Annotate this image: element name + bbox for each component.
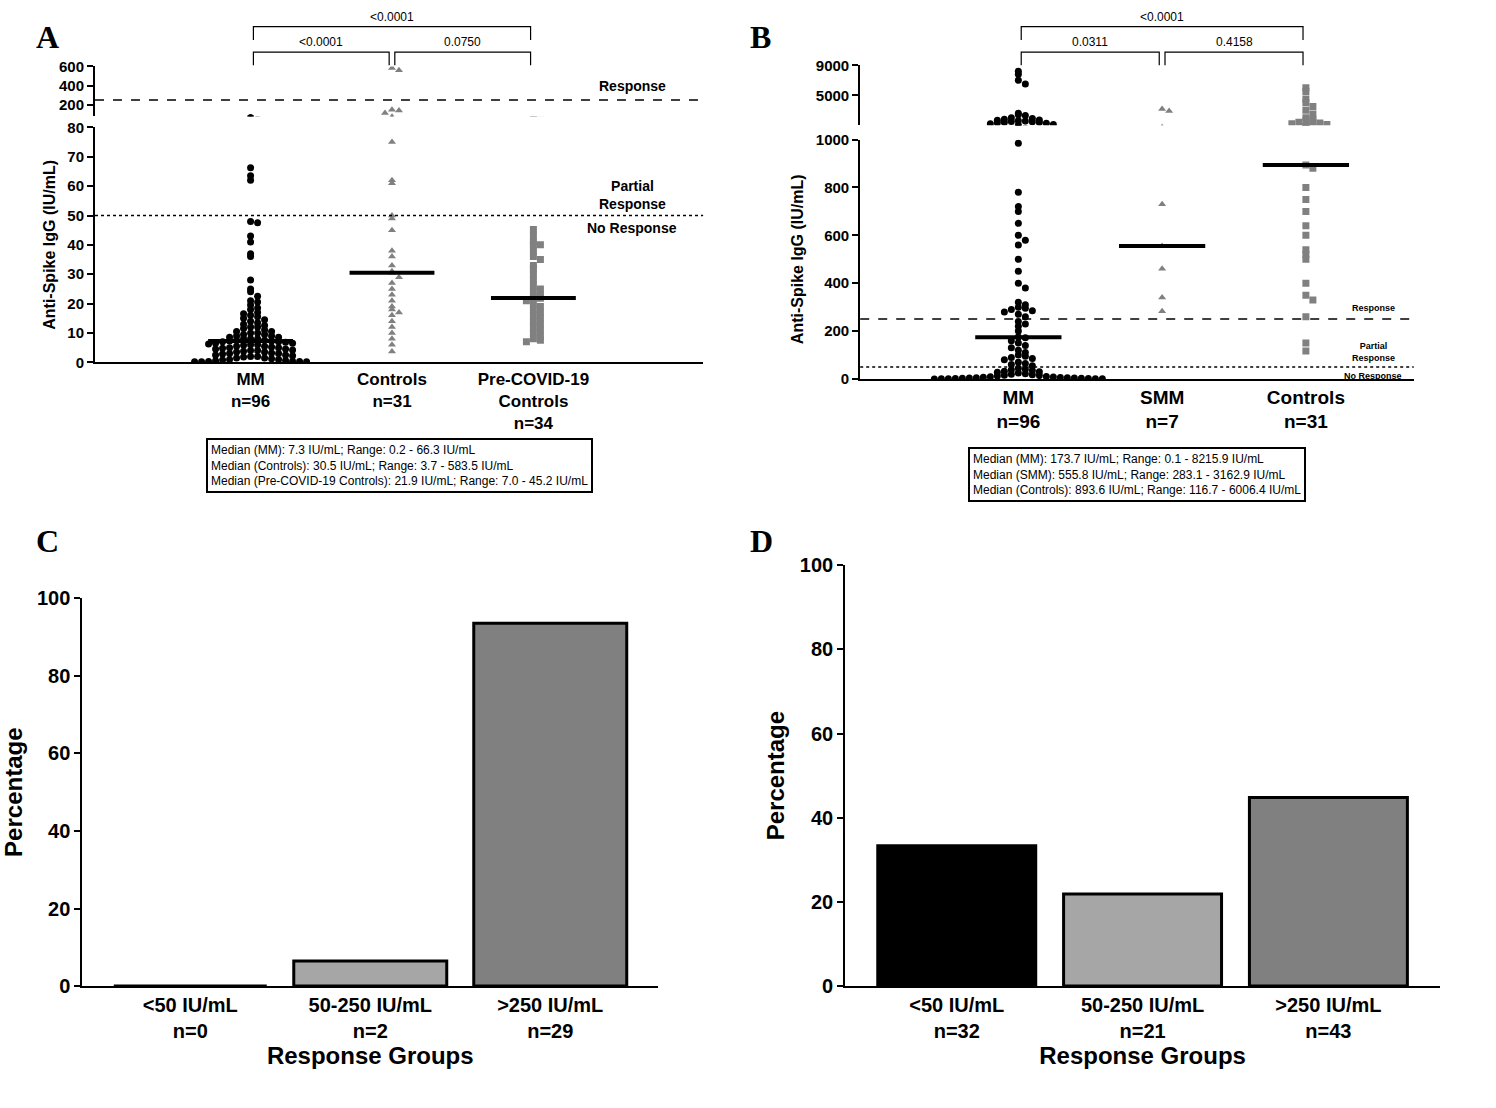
svg-text:200: 200 <box>824 322 849 339</box>
svg-text:60: 60 <box>48 742 70 764</box>
svg-text:SMMn=7: SMMn=7 <box>1140 387 1184 433</box>
svg-text:200: 200 <box>59 96 84 113</box>
svg-text:B: B <box>750 19 771 55</box>
svg-text:PartialResponse: PartialResponse <box>599 178 666 212</box>
svg-text:400: 400 <box>59 77 84 94</box>
svg-text:<50 IU/mLn=0: <50 IU/mLn=0 <box>143 994 238 1042</box>
svg-text:C: C <box>36 523 59 559</box>
svg-text:60: 60 <box>67 177 84 194</box>
svg-text:10: 10 <box>67 324 84 341</box>
svg-text:20: 20 <box>48 898 70 920</box>
svg-text:0.4158: 0.4158 <box>1216 35 1253 49</box>
svg-text:<0.0001: <0.0001 <box>299 35 343 49</box>
svg-text:100: 100 <box>37 587 70 609</box>
svg-text:PartialResponse: PartialResponse <box>1352 341 1395 363</box>
svg-text:No Response: No Response <box>587 220 677 236</box>
svg-text:1000: 1000 <box>816 131 849 148</box>
svg-text:Anti-Spike IgG (IU/mL): Anti-Spike IgG (IU/mL) <box>789 174 806 344</box>
svg-text:Response: Response <box>1352 303 1395 313</box>
svg-text:Median (MM): 7.3 IU/mL; Range:: Median (MM): 7.3 IU/mL; Range: 0.2 - 66.… <box>211 443 588 488</box>
svg-text:50-250 IU/mLn=2: 50-250 IU/mLn=2 <box>309 994 432 1042</box>
svg-text:Response Groups: Response Groups <box>267 1042 474 1069</box>
svg-text:No Response: No Response <box>1344 371 1402 381</box>
svg-text:0.0750: 0.0750 <box>444 35 481 49</box>
svg-text:9000: 9000 <box>816 57 849 74</box>
svg-text:0: 0 <box>822 975 833 997</box>
svg-text:5000: 5000 <box>816 87 849 104</box>
svg-text:100: 100 <box>800 554 833 576</box>
svg-text:80: 80 <box>48 665 70 687</box>
svg-text:80: 80 <box>67 119 84 136</box>
svg-text:0: 0 <box>59 975 70 997</box>
svg-text:Percentage: Percentage <box>0 728 27 857</box>
svg-text:MMn=96: MMn=96 <box>996 387 1040 433</box>
svg-text:<0.0001: <0.0001 <box>1140 10 1184 24</box>
svg-text:D: D <box>750 523 773 559</box>
svg-text:Controlsn=31: Controlsn=31 <box>1267 387 1345 433</box>
svg-text:40: 40 <box>67 236 84 253</box>
svg-text:Response: Response <box>599 78 666 94</box>
svg-text:70: 70 <box>67 148 84 165</box>
svg-text:50: 50 <box>67 207 84 224</box>
svg-text:60: 60 <box>811 723 833 745</box>
svg-text:A: A <box>36 19 59 55</box>
svg-text:<0.0001: <0.0001 <box>370 10 414 24</box>
svg-text:Response Groups: Response Groups <box>1039 1042 1246 1069</box>
svg-text:Median (MM): 173.7 IU/mL; Rang: Median (MM): 173.7 IU/mL; Range: 0.1 - 8… <box>973 452 1301 497</box>
svg-text:800: 800 <box>824 179 849 196</box>
svg-text:Controlsn=31: Controlsn=31 <box>357 370 427 411</box>
svg-text:0: 0 <box>76 354 84 371</box>
svg-text:Percentage: Percentage <box>762 711 789 840</box>
svg-text:20: 20 <box>67 295 84 312</box>
svg-text:<50 IU/mLn=32: <50 IU/mLn=32 <box>909 994 1004 1042</box>
svg-text:80: 80 <box>811 638 833 660</box>
svg-text:>250 IU/mLn=29: >250 IU/mLn=29 <box>497 994 603 1042</box>
svg-text:20: 20 <box>811 891 833 913</box>
svg-text:600: 600 <box>59 58 84 75</box>
svg-text:40: 40 <box>48 820 70 842</box>
svg-text:50-250 IU/mLn=21: 50-250 IU/mLn=21 <box>1081 994 1204 1042</box>
svg-text:0: 0 <box>841 370 849 387</box>
svg-text:Anti-Spike IgG (IU/mL): Anti-Spike IgG (IU/mL) <box>41 160 58 330</box>
svg-text:0.0311: 0.0311 <box>1072 35 1108 49</box>
svg-text:>250 IU/mLn=43: >250 IU/mLn=43 <box>1275 994 1381 1042</box>
svg-text:MMn=96: MMn=96 <box>231 370 270 411</box>
svg-text:600: 600 <box>824 227 849 244</box>
svg-text:Pre-COVID-19Controlsn=34: Pre-COVID-19Controlsn=34 <box>478 370 589 433</box>
svg-text:30: 30 <box>67 265 84 282</box>
svg-text:400: 400 <box>824 274 849 291</box>
svg-text:40: 40 <box>811 807 833 829</box>
